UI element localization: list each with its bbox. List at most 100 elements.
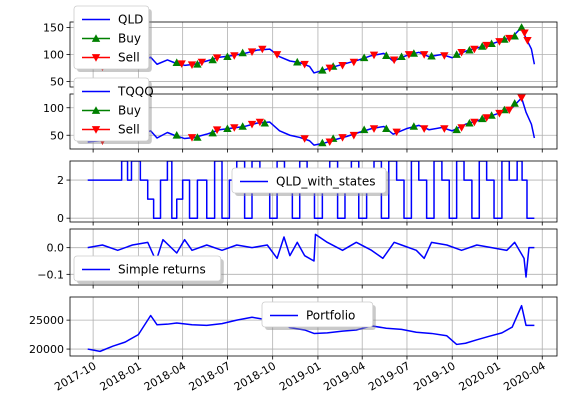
- sell-marker: [495, 109, 504, 118]
- buy-marker: [465, 118, 474, 127]
- buy-marker: [208, 128, 217, 137]
- sell-marker: [520, 29, 529, 38]
- sell-marker: [338, 134, 347, 142]
- buy-marker: [238, 122, 247, 130]
- sell-marker: [247, 48, 257, 56]
- axes-frame: [69, 160, 558, 223]
- buy-marker: [409, 122, 419, 130]
- legend-box: [73, 255, 222, 282]
- buy-marker: [487, 111, 496, 119]
- sell-marker: [187, 134, 197, 142]
- legend-label: Portfolio: [306, 309, 355, 323]
- y-tick-label: 0.0: [47, 242, 65, 255]
- sell-marker: [255, 118, 265, 127]
- axes-frame: [69, 228, 558, 286]
- buy-marker: [465, 45, 474, 54]
- legend-label: TQQQ: [117, 85, 154, 99]
- sell-marker: [505, 34, 514, 43]
- sell-marker: [369, 51, 379, 60]
- buy-marker: [510, 31, 519, 40]
- axes-frame: [69, 21, 558, 88]
- sell-marker: [457, 124, 466, 132]
- panel-tqqq: 50 100 TQQQ Buy Sell: [43, 77, 558, 153]
- sell-marker: [325, 64, 334, 73]
- legend-label: Buy: [118, 32, 141, 46]
- y-tick-label: 2: [57, 174, 64, 187]
- buy-marker: [318, 66, 327, 74]
- buy-marker: [260, 118, 269, 127]
- series-line-states: [87, 161, 535, 219]
- y-tick-label: 100: [43, 102, 64, 115]
- panel-returns: 0.0 −0.1 Simple returns: [37, 228, 558, 289]
- buy-marker: [359, 53, 369, 62]
- sell-marker: [470, 118, 479, 127]
- buy-marker: [172, 131, 181, 139]
- sell-marker: [258, 45, 267, 54]
- buy-marker: [223, 52, 232, 61]
- buy-marker: [427, 51, 436, 60]
- sell-marker: [230, 124, 239, 132]
- sell-marker: [338, 61, 347, 70]
- buy-marker: [382, 124, 391, 133]
- buy-marker: [359, 125, 369, 134]
- legend-tqqq: TQQQ Buy Sell: [73, 77, 154, 144]
- y-tick-label: 20000: [29, 343, 64, 356]
- buy-marker: [500, 35, 509, 43]
- buy-marker: [293, 57, 302, 66]
- sell-marker: [349, 58, 359, 67]
- sell-marker: [440, 125, 449, 133]
- sell-marker: [212, 126, 222, 134]
- legend-sell-marker: [91, 126, 101, 134]
- buy-marker: [172, 58, 181, 66]
- sell-marker: [470, 45, 479, 54]
- legend-label: Buy: [118, 104, 141, 118]
- sell-marker: [230, 52, 239, 60]
- y-tick-label: 50: [50, 76, 64, 89]
- buy-marker: [452, 125, 461, 134]
- sell-marker: [517, 94, 526, 103]
- sell-marker: [482, 114, 491, 122]
- legend-sell-marker: [91, 54, 101, 62]
- legend-buy-marker: [91, 106, 101, 114]
- sell-marker: [349, 131, 359, 140]
- legend-label: QLD: [118, 13, 143, 27]
- series-line-returns: [87, 233, 535, 278]
- buy-marker: [318, 138, 327, 147]
- buy-marker: [510, 99, 519, 107]
- series-line-portfolio: [87, 304, 535, 353]
- y-tick-label: −0.1: [37, 268, 64, 281]
- y-tick-label: 100: [43, 49, 64, 62]
- legend-label: Sell: [118, 51, 140, 65]
- buy-marker: [193, 60, 202, 68]
- legend-portfolio: Portfolio: [261, 301, 376, 330]
- sell-marker: [187, 61, 197, 69]
- legend-buy-marker: [91, 34, 101, 42]
- sell-marker: [457, 48, 466, 57]
- legend-label: Simple returns: [118, 263, 206, 277]
- sell-marker: [300, 60, 309, 69]
- buy-marker: [223, 124, 232, 133]
- sell-marker: [482, 41, 491, 50]
- legend-box: [231, 167, 387, 194]
- sell-marker: [389, 56, 399, 65]
- legend-returns: Simple returns: [73, 255, 224, 284]
- axes-frame: [69, 296, 558, 357]
- sell-marker: [523, 37, 532, 45]
- sell-marker: [177, 60, 186, 68]
- sell-marker: [505, 106, 514, 115]
- y-tick-label: 0: [57, 212, 64, 225]
- panel-qld: 50 100 150 QLD Buy Sell: [43, 5, 558, 91]
- buy-marker: [452, 50, 461, 58]
- panels: 50 100 150 QLD Buy Sell 50 100 TQQQ Buy Sell 0 2 QLD_…: [29, 5, 558, 360]
- sell-marker: [197, 58, 207, 67]
- sell-marker: [300, 135, 309, 143]
- buy-marker: [478, 114, 487, 123]
- legend-box: [261, 301, 374, 328]
- legend-box: [73, 77, 150, 142]
- buy-marker: [238, 48, 247, 57]
- panel-states: 0 2 QLD_with_states: [57, 160, 558, 226]
- y-tick-label: 25000: [29, 314, 64, 327]
- sell-marker: [495, 38, 504, 46]
- legend-label: Sell: [118, 123, 140, 137]
- axes-frame: [69, 93, 558, 150]
